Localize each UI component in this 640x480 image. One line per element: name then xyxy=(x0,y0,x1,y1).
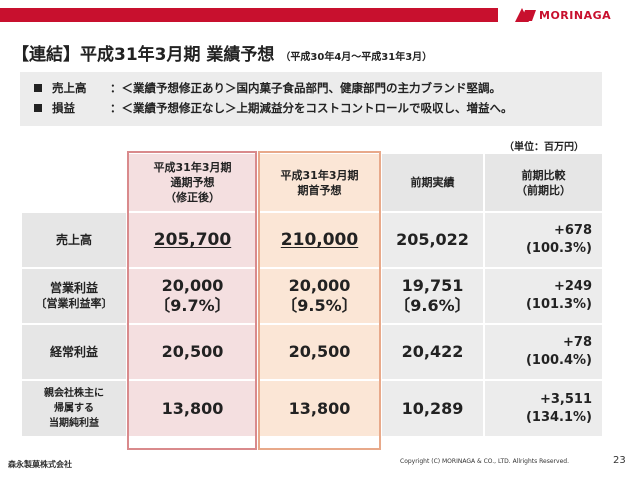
morinaga-logo-icon xyxy=(515,8,537,22)
cell-comparison: +78 (100.4%) xyxy=(483,323,602,380)
cell-revised: 20,000 〔9.7%〕 xyxy=(126,267,258,324)
footer-copyright: Copyright (C) MORINAGA & CO., LTD. Allri… xyxy=(400,458,569,465)
note-label: 売上高 xyxy=(52,81,87,95)
page-title-period: （平成30年4月〜平成31年3月） xyxy=(280,52,433,63)
row-label-operating-income: 営業利益 〔営業利益率〕 xyxy=(20,267,127,324)
cell-prior: 19,751 〔9.6%〕 xyxy=(380,267,484,324)
brand-logo: MORINAGA xyxy=(515,8,611,22)
note-text: ：＜業績予想修正あり＞国内菓子食品部門、健康部門の主力ブランド堅調。 xyxy=(110,81,501,95)
table-row: 親会社株主に 帰属する 当期純利益 13,800 13,800 10,289 +… xyxy=(20,379,602,436)
page-title: 【連結】平成31年3月期 業績予想 （平成30年4月〜平成31年3月） xyxy=(12,40,432,65)
table-row: 営業利益 〔営業利益率〕 20,000 〔9.7%〕 20,000 〔9.5%〕… xyxy=(20,267,602,324)
footer-company: 森永製菓株式会社 xyxy=(8,460,72,469)
forecast-table: 平成31年3月期 通期予想 （修正後） 平成31年3月期 期首予想 前期実績 前… xyxy=(20,154,602,436)
cell-revised: 13,800 xyxy=(126,379,258,436)
notes-box: 売上高 ：＜業績予想修正あり＞国内菓子食品部門、健康部門の主力ブランド堅調。 損… xyxy=(20,72,602,126)
header-revised-forecast: 平成31年3月期 通期予想 （修正後） xyxy=(126,154,258,212)
header-blank xyxy=(21,154,127,212)
revised-forecast-highlight-frame xyxy=(127,151,257,450)
cell-initial: 13,800 xyxy=(257,379,381,436)
brand-name: MORINAGA xyxy=(539,8,612,22)
row-label-ordinary-income: 経常利益 xyxy=(20,323,127,380)
cell-prior: 20,422 xyxy=(380,323,484,380)
cell-comparison: +249 (101.3%) xyxy=(483,267,602,324)
page-number: 23 xyxy=(613,455,626,466)
header-red-bar xyxy=(0,8,498,22)
cell-comparison: +678 (100.3%) xyxy=(483,211,602,268)
note-profit: 損益 ：＜業績予想修正なし＞上期減益分をコストコントロールで吸収し、増益へ。 xyxy=(34,98,588,118)
note-sales: 売上高 ：＜業績予想修正あり＞国内菓子食品部門、健康部門の主力ブランド堅調。 xyxy=(34,78,588,98)
unit-label: （単位：百万円） xyxy=(504,142,584,153)
table-row: 経常利益 20,500 20,500 20,422 +78 (100.4%) xyxy=(20,323,602,380)
header-comparison: 前期比較 （前期比） xyxy=(483,154,602,212)
cell-prior: 10,289 xyxy=(380,379,484,436)
header-prior-results: 前期実績 xyxy=(380,154,484,212)
cell-revised: 205,700 xyxy=(126,211,258,268)
table-header-row: 平成31年3月期 通期予想 （修正後） 平成31年3月期 期首予想 前期実績 前… xyxy=(21,154,602,212)
cell-comparison: +3,511 (134.1%) xyxy=(483,379,602,436)
cell-initial: 210,000 xyxy=(257,211,381,268)
note-text: ：＜業績予想修正なし＞上期減益分をコストコントロールで吸収し、増益へ。 xyxy=(110,101,513,115)
row-label-net-sales: 売上高 xyxy=(20,211,127,268)
square-bullet-icon xyxy=(34,84,42,92)
page-title-main: 【連結】平成31年3月期 業績予想 xyxy=(12,45,275,65)
note-label: 損益 xyxy=(52,101,75,115)
table-row: 売上高 205,700 210,000 205,022 +678 (100.3%… xyxy=(20,211,602,268)
cell-initial: 20,500 xyxy=(257,323,381,380)
cell-revised: 20,500 xyxy=(126,323,258,380)
cell-initial: 20,000 〔9.5%〕 xyxy=(257,267,381,324)
row-label-net-income: 親会社株主に 帰属する 当期純利益 xyxy=(20,379,127,436)
initial-forecast-highlight-frame xyxy=(258,151,381,450)
square-bullet-icon xyxy=(34,104,42,112)
cell-prior: 205,022 xyxy=(380,211,484,268)
